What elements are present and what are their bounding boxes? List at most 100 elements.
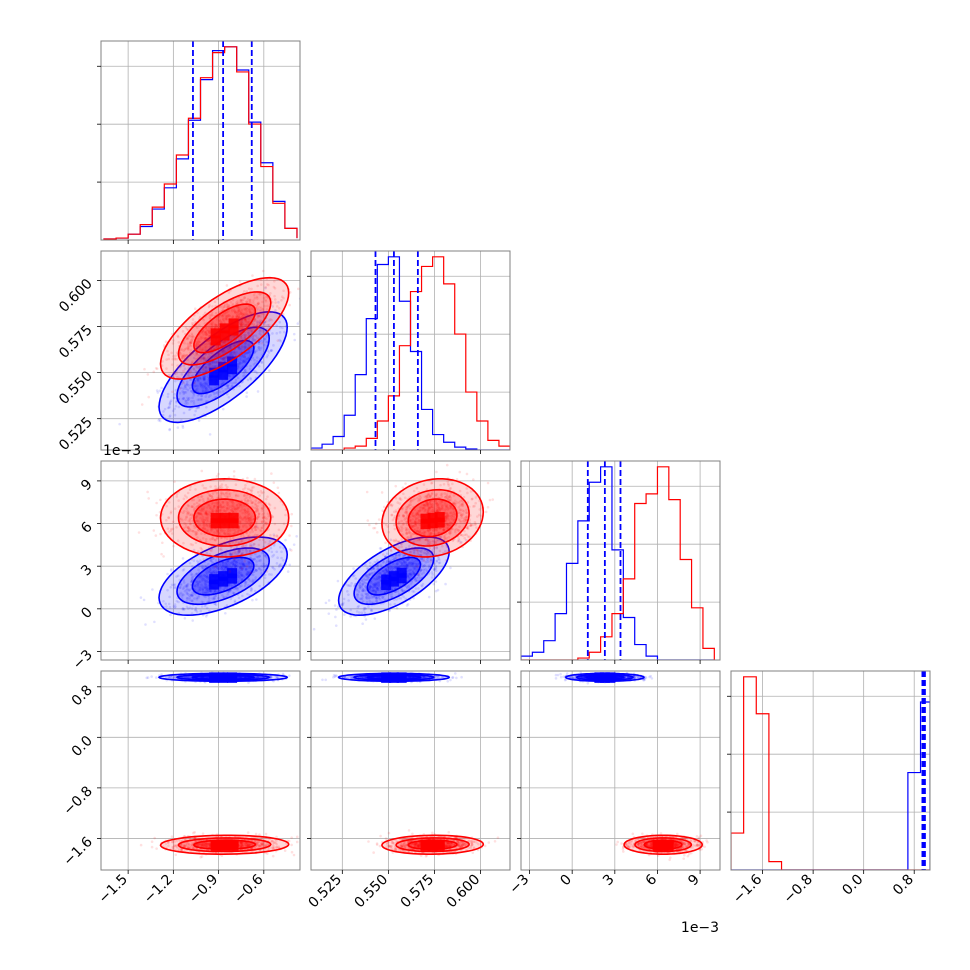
scatter-point xyxy=(196,345,199,348)
scatter-point xyxy=(240,323,243,326)
scatter-point xyxy=(265,570,269,573)
scatter-point xyxy=(266,283,269,286)
scatter-point xyxy=(233,350,236,354)
scatter-point xyxy=(196,536,199,539)
scatter-point xyxy=(201,588,205,592)
scatter-point xyxy=(239,573,243,577)
scatter-point xyxy=(241,312,244,316)
scatter-point xyxy=(194,409,197,413)
scatter-point xyxy=(217,361,221,365)
scatter-point xyxy=(260,564,263,568)
scatter-point xyxy=(199,335,203,339)
scatter-point xyxy=(215,345,219,349)
scatter-point xyxy=(188,588,191,592)
scatter-point xyxy=(193,584,196,587)
scatter-point xyxy=(196,393,200,397)
scatter-point xyxy=(204,538,208,541)
scatter-point xyxy=(252,363,256,366)
scatter-point xyxy=(249,521,253,525)
scatter-point xyxy=(218,563,222,566)
scatter-point xyxy=(210,322,214,326)
scatter-point xyxy=(213,505,216,508)
scatter-point xyxy=(243,296,246,300)
scatter-point xyxy=(186,592,190,596)
scatter-point xyxy=(165,605,168,608)
scatter-point xyxy=(205,606,209,610)
scatter-point xyxy=(235,586,238,590)
scatter-point xyxy=(249,543,252,546)
scatter-point xyxy=(229,345,232,348)
scatter-point xyxy=(186,582,190,586)
scatter-point xyxy=(185,588,188,591)
scatter-point xyxy=(228,565,232,569)
scatter-point xyxy=(190,594,194,597)
scatter-point xyxy=(221,313,225,317)
scatter-point xyxy=(422,559,426,562)
scatter-point xyxy=(262,343,266,347)
scatter-point xyxy=(207,589,210,593)
scatter-point xyxy=(220,357,223,361)
scatter-point xyxy=(195,406,198,410)
scatter-point xyxy=(237,346,241,350)
scatter-point xyxy=(242,563,246,567)
scatter-point xyxy=(201,576,205,580)
scatter-point xyxy=(239,298,242,302)
scatter-point xyxy=(195,572,198,576)
scatter-point xyxy=(246,378,250,382)
scatter-point xyxy=(235,315,239,319)
scatter-point xyxy=(281,558,285,562)
scatter-point xyxy=(237,528,241,532)
scatter-point xyxy=(264,285,268,289)
scatter-point xyxy=(168,405,171,409)
scatter-point xyxy=(238,357,241,361)
scatter-point xyxy=(224,311,228,314)
y-tick-label: 9 xyxy=(78,476,96,494)
scatter-point xyxy=(237,541,241,545)
scatter-point xyxy=(231,342,234,345)
scatter-point xyxy=(202,368,206,372)
scatter-point xyxy=(195,572,199,576)
scatter-point xyxy=(186,398,190,402)
panel-frame xyxy=(310,250,511,451)
scatter-point xyxy=(194,389,198,392)
scatter-point xyxy=(224,316,227,320)
scatter-point xyxy=(235,301,238,304)
scatter-point xyxy=(213,590,217,593)
scatter-point xyxy=(235,563,238,567)
scatter-point xyxy=(244,582,247,586)
scatter-point xyxy=(184,525,188,529)
scatter-point xyxy=(222,542,226,545)
scatter-point xyxy=(245,567,248,571)
scatter-point xyxy=(228,590,231,594)
scatter-point xyxy=(246,476,249,480)
scatter-point xyxy=(224,565,227,569)
scatter-point xyxy=(247,329,251,332)
scatter-point xyxy=(211,501,215,505)
scatter-point xyxy=(240,326,244,330)
scatter-point xyxy=(290,549,293,552)
scatter-point xyxy=(246,351,249,355)
scatter-point xyxy=(236,376,240,380)
scatter-point xyxy=(191,335,194,338)
scatter-point xyxy=(225,317,229,321)
scatter-point xyxy=(199,575,203,578)
scatter-point xyxy=(244,341,247,345)
scatter-point xyxy=(260,360,263,364)
scatter-point xyxy=(166,406,170,410)
scatter-point xyxy=(206,381,210,384)
scatter-point xyxy=(222,563,225,567)
scatter-point xyxy=(255,349,258,353)
scatter-point xyxy=(221,407,225,411)
scatter-point xyxy=(198,580,202,583)
scatter-point xyxy=(230,353,234,357)
scatter-point xyxy=(226,305,230,309)
scatter-point xyxy=(147,497,151,500)
scatter-point xyxy=(118,422,121,426)
scatter-point xyxy=(217,558,221,561)
scatter-point xyxy=(184,399,187,402)
scatter-point xyxy=(240,559,244,563)
scatter-point xyxy=(209,568,212,571)
scatter-point xyxy=(216,566,219,570)
scatter-point xyxy=(255,295,259,299)
scatter-point xyxy=(183,341,186,345)
